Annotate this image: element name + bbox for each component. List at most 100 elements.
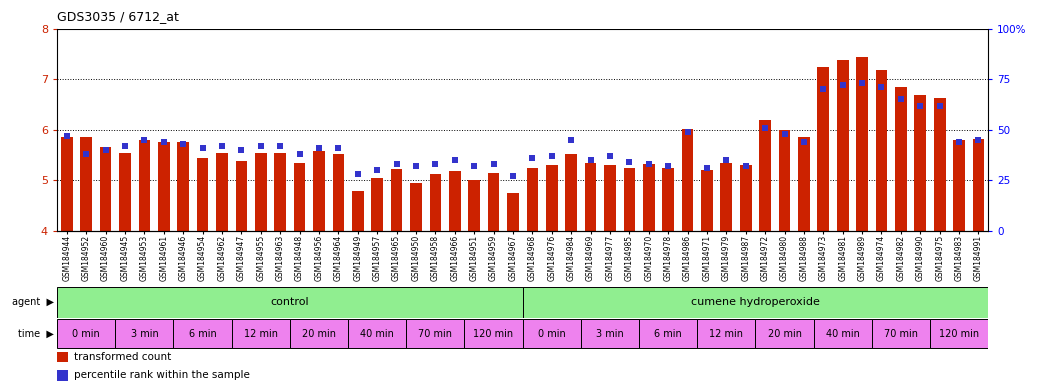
Bar [57,370,69,381]
Bar [57,319,115,348]
Text: 0 min: 0 min [538,329,566,339]
Text: 40 min: 40 min [360,329,394,339]
Text: 3 min: 3 min [131,329,158,339]
Bar [468,180,480,231]
Point [388,161,405,167]
Bar [526,168,538,231]
Bar [856,56,868,231]
Bar [430,174,441,231]
Bar [488,173,499,231]
Bar [778,130,790,231]
Bar [231,319,290,348]
Bar [814,319,872,348]
Bar [100,147,111,231]
Text: 120 min: 120 min [473,329,514,339]
Bar [255,152,267,231]
Text: 6 min: 6 min [654,329,682,339]
Bar [119,152,131,231]
Bar [914,96,926,231]
Point [136,137,153,143]
Point [272,143,289,149]
Point [368,167,385,173]
Bar [406,319,464,348]
Point [951,139,967,145]
Point [156,139,172,145]
Point [252,143,269,149]
Bar [872,319,930,348]
Bar [584,162,597,231]
Bar [372,178,383,231]
Bar [313,151,325,231]
Bar [61,137,73,231]
Bar [682,129,693,231]
Point [912,103,929,109]
Bar [290,319,348,348]
Point [58,133,75,139]
Bar [876,70,887,231]
Text: 40 min: 40 min [826,329,859,339]
Point [78,151,94,157]
Bar [581,319,639,348]
Bar [930,319,988,348]
Text: cumene hydroperoxide: cumene hydroperoxide [691,297,820,308]
Text: 120 min: 120 min [939,329,979,339]
Bar [639,319,698,348]
Point [815,86,831,93]
Point [757,125,773,131]
Bar [953,140,965,231]
Bar [701,170,713,231]
Text: 0 min: 0 min [73,329,100,339]
Point [737,163,754,169]
Point [971,137,987,143]
Bar [566,154,577,231]
Bar [197,157,209,231]
Bar [332,154,345,231]
Bar [57,287,522,318]
Point [544,153,561,159]
Bar [698,319,756,348]
Bar [895,87,907,231]
Bar [390,169,403,231]
Point [427,161,443,167]
Text: 20 min: 20 min [767,329,801,339]
Bar [410,183,421,231]
Bar [177,142,189,231]
Point [408,163,425,169]
Text: 6 min: 6 min [189,329,217,339]
Point [835,82,851,88]
Point [214,143,230,149]
Point [466,163,483,169]
Bar [604,165,616,231]
Bar [643,164,655,231]
Text: transformed count: transformed count [74,352,171,362]
Bar [720,162,732,231]
Bar [294,162,305,231]
Text: percentile rank within the sample: percentile rank within the sample [74,370,250,380]
Point [524,155,541,161]
Point [931,103,948,109]
Point [795,139,812,145]
Point [854,80,871,86]
Text: GDS3035 / 6712_at: GDS3035 / 6712_at [57,10,179,23]
Text: 70 min: 70 min [418,329,453,339]
Bar [115,319,173,348]
Point [194,145,211,151]
Bar [236,161,247,231]
Point [292,151,308,157]
Bar [522,287,988,318]
Point [234,147,250,153]
Point [485,161,501,167]
Text: time  ▶: time ▶ [18,329,54,339]
Bar [448,171,461,231]
Point [98,147,114,153]
Text: 70 min: 70 min [884,329,918,339]
Bar [158,142,169,231]
Bar [80,137,92,231]
Point [699,165,715,171]
Point [116,143,133,149]
Text: 3 min: 3 min [596,329,624,339]
Bar [352,191,363,231]
Point [718,157,735,163]
Bar [934,98,946,231]
Point [893,96,909,103]
